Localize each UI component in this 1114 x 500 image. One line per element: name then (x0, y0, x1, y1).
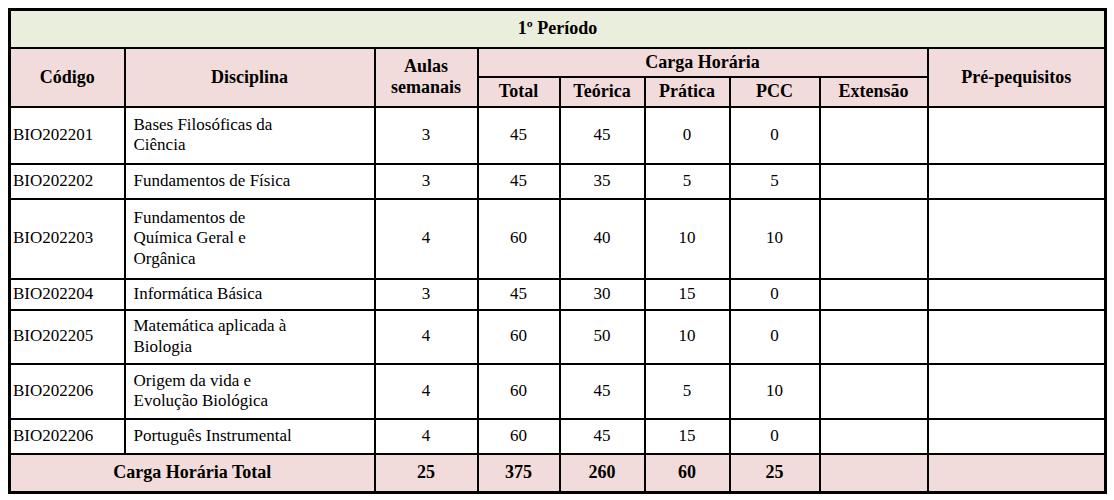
pcc-cell: 10 (730, 199, 820, 279)
prereq-cell (928, 419, 1106, 454)
teorica-cell: 50 (560, 310, 645, 364)
pcc-cell: 0 (730, 310, 820, 364)
aulas-cell: 4 (375, 364, 478, 419)
codigo-cell: BIO202206 (10, 419, 125, 454)
total-cell: 45 (478, 107, 560, 164)
total-row: Carga Horária Total 25 375 260 60 25 (10, 454, 1106, 493)
teorica-cell: 45 (560, 364, 645, 419)
pratica-cell: 5 (645, 164, 730, 199)
table-row: BIO202201 Bases Filosóficas da Ciência 3… (10, 107, 1106, 164)
total-pcc-cell: 25 (730, 454, 820, 493)
col-header-carga-horaria: Carga Horária (478, 48, 928, 77)
aulas-cell: 3 (375, 164, 478, 199)
pcc-cell: 10 (730, 364, 820, 419)
disciplina-cell: Português Instrumental (125, 419, 375, 454)
teorica-cell: 35 (560, 164, 645, 199)
aulas-cell: 3 (375, 107, 478, 164)
codigo-cell: BIO202203 (10, 199, 125, 279)
total-row-label: Carga Horária Total (10, 454, 375, 493)
teorica-cell: 30 (560, 279, 645, 310)
pratica-cell: 10 (645, 310, 730, 364)
disciplina-cell: Informática Básica (125, 279, 375, 310)
extensao-cell (820, 310, 928, 364)
codigo-cell: BIO202204 (10, 279, 125, 310)
total-pratica-cell: 60 (645, 454, 730, 493)
prereq-cell (928, 164, 1106, 199)
teorica-cell: 40 (560, 199, 645, 279)
pratica-cell: 0 (645, 107, 730, 164)
col-header-pratica: Prática (645, 77, 730, 107)
table-row: BIO202202 Fundamentos de Física 3 45 35 … (10, 164, 1106, 199)
pcc-cell: 0 (730, 419, 820, 454)
extensao-cell (820, 199, 928, 279)
total-teorica-cell: 260 (560, 454, 645, 493)
codigo-cell: BIO202201 (10, 107, 125, 164)
period-header-row: 1º Período (10, 10, 1106, 48)
pcc-cell: 5 (730, 164, 820, 199)
pratica-cell: 15 (645, 279, 730, 310)
pratica-cell: 5 (645, 364, 730, 419)
prereq-cell (928, 364, 1106, 419)
extensao-cell (820, 364, 928, 419)
col-header-extensao: Extensão (820, 77, 928, 107)
col-header-disciplina: Disciplina (125, 48, 375, 107)
table-row: BIO202204 Informática Básica 3 45 30 15 … (10, 279, 1106, 310)
column-header-row: Código Disciplina Aulas semanais Carga H… (10, 48, 1106, 77)
col-header-total: Total (478, 77, 560, 107)
codigo-cell: BIO202202 (10, 164, 125, 199)
pcc-cell: 0 (730, 107, 820, 164)
disciplina-cell: Origem da vida e Evolução Biológica (125, 364, 375, 419)
disciplina-cell: Matemática aplicada à Biologia (125, 310, 375, 364)
pratica-cell: 10 (645, 199, 730, 279)
disciplina-cell: Fundamentos de Química Geral e Orgânica (125, 199, 375, 279)
codigo-cell: BIO202206 (10, 364, 125, 419)
disciplina-cell: Bases Filosóficas da Ciência (125, 107, 375, 164)
extensao-cell (820, 164, 928, 199)
teorica-cell: 45 (560, 107, 645, 164)
table-row: BIO202203 Fundamentos de Química Geral e… (10, 199, 1106, 279)
curriculum-table: 1º Período Código Disciplina Aulas seman… (8, 8, 1107, 494)
prereq-cell (928, 107, 1106, 164)
table-row: BIO202205 Matemática aplicada à Biologia… (10, 310, 1106, 364)
codigo-cell: BIO202205 (10, 310, 125, 364)
col-header-pre-requisitos: Pré-pequisitos (928, 48, 1106, 107)
extensao-cell (820, 107, 928, 164)
period-title: 1º Período (10, 10, 1106, 48)
total-cell: 60 (478, 419, 560, 454)
prereq-cell (928, 310, 1106, 364)
table-row: BIO202206 Origem da vida e Evolução Biol… (10, 364, 1106, 419)
col-header-aulas-semanais: Aulas semanais (375, 48, 478, 107)
col-header-codigo: Código (10, 48, 125, 107)
pcc-cell: 0 (730, 279, 820, 310)
extensao-cell (820, 279, 928, 310)
aulas-cell: 4 (375, 199, 478, 279)
total-prereq-cell (928, 454, 1106, 493)
prereq-cell (928, 279, 1106, 310)
teorica-cell: 45 (560, 419, 645, 454)
col-header-teorica: Teórica (560, 77, 645, 107)
total-cell: 60 (478, 199, 560, 279)
total-cell: 45 (478, 279, 560, 310)
extensao-cell (820, 419, 928, 454)
pratica-cell: 15 (645, 419, 730, 454)
document-page: 1º Período Código Disciplina Aulas seman… (0, 0, 1114, 500)
aulas-cell: 4 (375, 419, 478, 454)
total-cell: 60 (478, 364, 560, 419)
total-aulas-cell: 25 (375, 454, 478, 493)
aulas-cell: 3 (375, 279, 478, 310)
total-extensao-cell (820, 454, 928, 493)
total-cell: 45 (478, 164, 560, 199)
disciplina-cell: Fundamentos de Física (125, 164, 375, 199)
total-cell: 60 (478, 310, 560, 364)
col-header-pcc: PCC (730, 77, 820, 107)
total-total-cell: 375 (478, 454, 560, 493)
table-row: BIO202206 Português Instrumental 4 60 45… (10, 419, 1106, 454)
aulas-cell: 4 (375, 310, 478, 364)
prereq-cell (928, 199, 1106, 279)
